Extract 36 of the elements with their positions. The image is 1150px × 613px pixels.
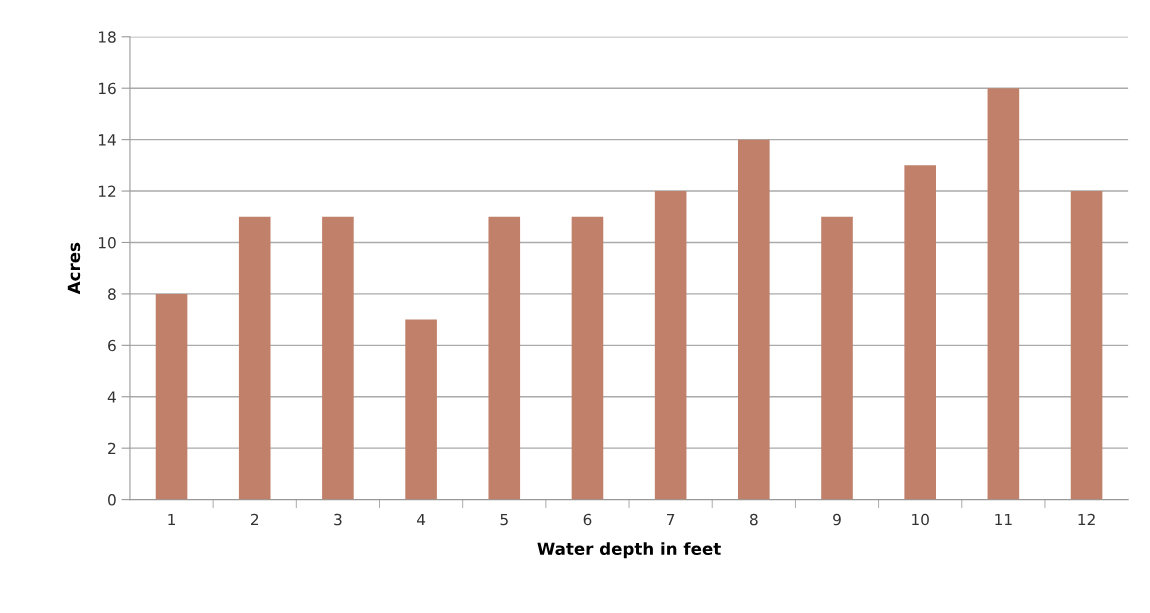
bar [405, 319, 437, 500]
bar [1070, 191, 1103, 500]
x-tick-label: 10 [912, 513, 929, 526]
y-axis-title: Acres [67, 242, 81, 295]
bar [987, 88, 1020, 500]
bar [904, 165, 936, 500]
x-axis-title: Water depth in feet [537, 542, 721, 559]
bar [238, 216, 271, 500]
x-tick-label: 8 [750, 513, 758, 526]
bar [322, 216, 354, 500]
x-tick-label: 12 [1078, 513, 1095, 526]
y-tick-label: 14 [98, 134, 116, 146]
x-tick-label: 11 [995, 513, 1012, 526]
bar [738, 139, 770, 500]
x-tick-label: 2 [250, 513, 259, 526]
y-tick-label: 2 [108, 442, 116, 454]
y-tick-label: 8 [108, 288, 116, 300]
x-tick-label: 3 [334, 513, 342, 526]
bar [571, 216, 604, 500]
y-tick-label: 6 [108, 339, 116, 352]
x-tick-label: 7 [667, 513, 675, 526]
x-tick-label: 1 [168, 513, 175, 526]
y-tick-label: 18 [98, 31, 116, 43]
x-tick-label: 5 [500, 513, 508, 526]
x-tick-label: 6 [583, 513, 592, 526]
y-tick-label: 12 [98, 185, 116, 197]
y-tick-label: 0 [108, 494, 116, 506]
y-tick-label: 16 [98, 82, 116, 95]
y-tick-label: 10 [98, 236, 116, 249]
bar [654, 191, 687, 500]
bar [821, 216, 853, 500]
x-tick-label: 4 [416, 513, 426, 526]
bar [488, 216, 521, 500]
y-tick-label: 4 [107, 391, 116, 403]
bar [155, 293, 188, 500]
x-tick-label: 9 [833, 513, 841, 526]
